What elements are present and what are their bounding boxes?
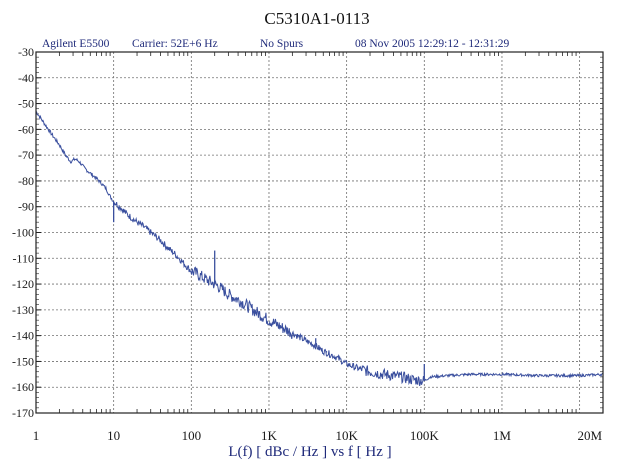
y-tick-label: -150 [12, 354, 34, 368]
x-tick-label: 20M [577, 428, 602, 443]
x-tick-labels: 1 10 100 1K 10K 100K 1M 20M [33, 428, 603, 443]
x-tick-label: 100 [182, 428, 202, 443]
x-tick-label: 10 [107, 428, 120, 443]
noise-trace-line [35, 110, 604, 387]
date-label: 08 Nov 2005 12:29:12 - 12:31:29 [355, 38, 510, 50]
x-axis-label: L(f) [ dBc / Hz ] vs f [ Hz ] [228, 444, 391, 460]
instrument-label: Agilent E5500 [42, 38, 110, 50]
y-tick-labels: -30 -40 -50 -60 -70 -80 -90 -100 -110 -120 -130 -14… [12, 45, 34, 420]
noise-trace [35, 110, 604, 387]
y-tick-label: -100 [12, 226, 34, 240]
y-tick-label: -110 [12, 251, 34, 265]
x-tick-label: 1M [493, 428, 512, 443]
x-tick-label: 10K [335, 428, 358, 443]
x-tick-label: 1K [261, 428, 278, 443]
y-tick-label: -40 [18, 71, 34, 85]
carrier-label: Carrier: 52E+6 Hz [132, 38, 218, 50]
x-tick-label: 1 [33, 428, 40, 443]
y-tick-label: -130 [12, 303, 34, 317]
y-tick-label: -170 [12, 406, 34, 420]
y-tick-label: -80 [18, 174, 34, 188]
y-tick-label: -30 [18, 45, 34, 59]
y-tick-label: -120 [12, 277, 34, 291]
spurs-label: No Spurs [260, 38, 304, 50]
y-tick-label: -60 [18, 122, 34, 136]
chart-title: C5310A1-0113 [264, 9, 369, 28]
grid-lines [36, 51, 604, 414]
y-tick-label: -160 [12, 380, 34, 394]
plot-frame [35, 51, 604, 414]
y-tick-label: -70 [18, 148, 34, 162]
y-tick-label: -50 [18, 97, 34, 111]
x-tick-label: 100K [410, 428, 440, 443]
y-tick-label: -90 [18, 200, 34, 214]
y-tick-label: -140 [12, 329, 34, 343]
